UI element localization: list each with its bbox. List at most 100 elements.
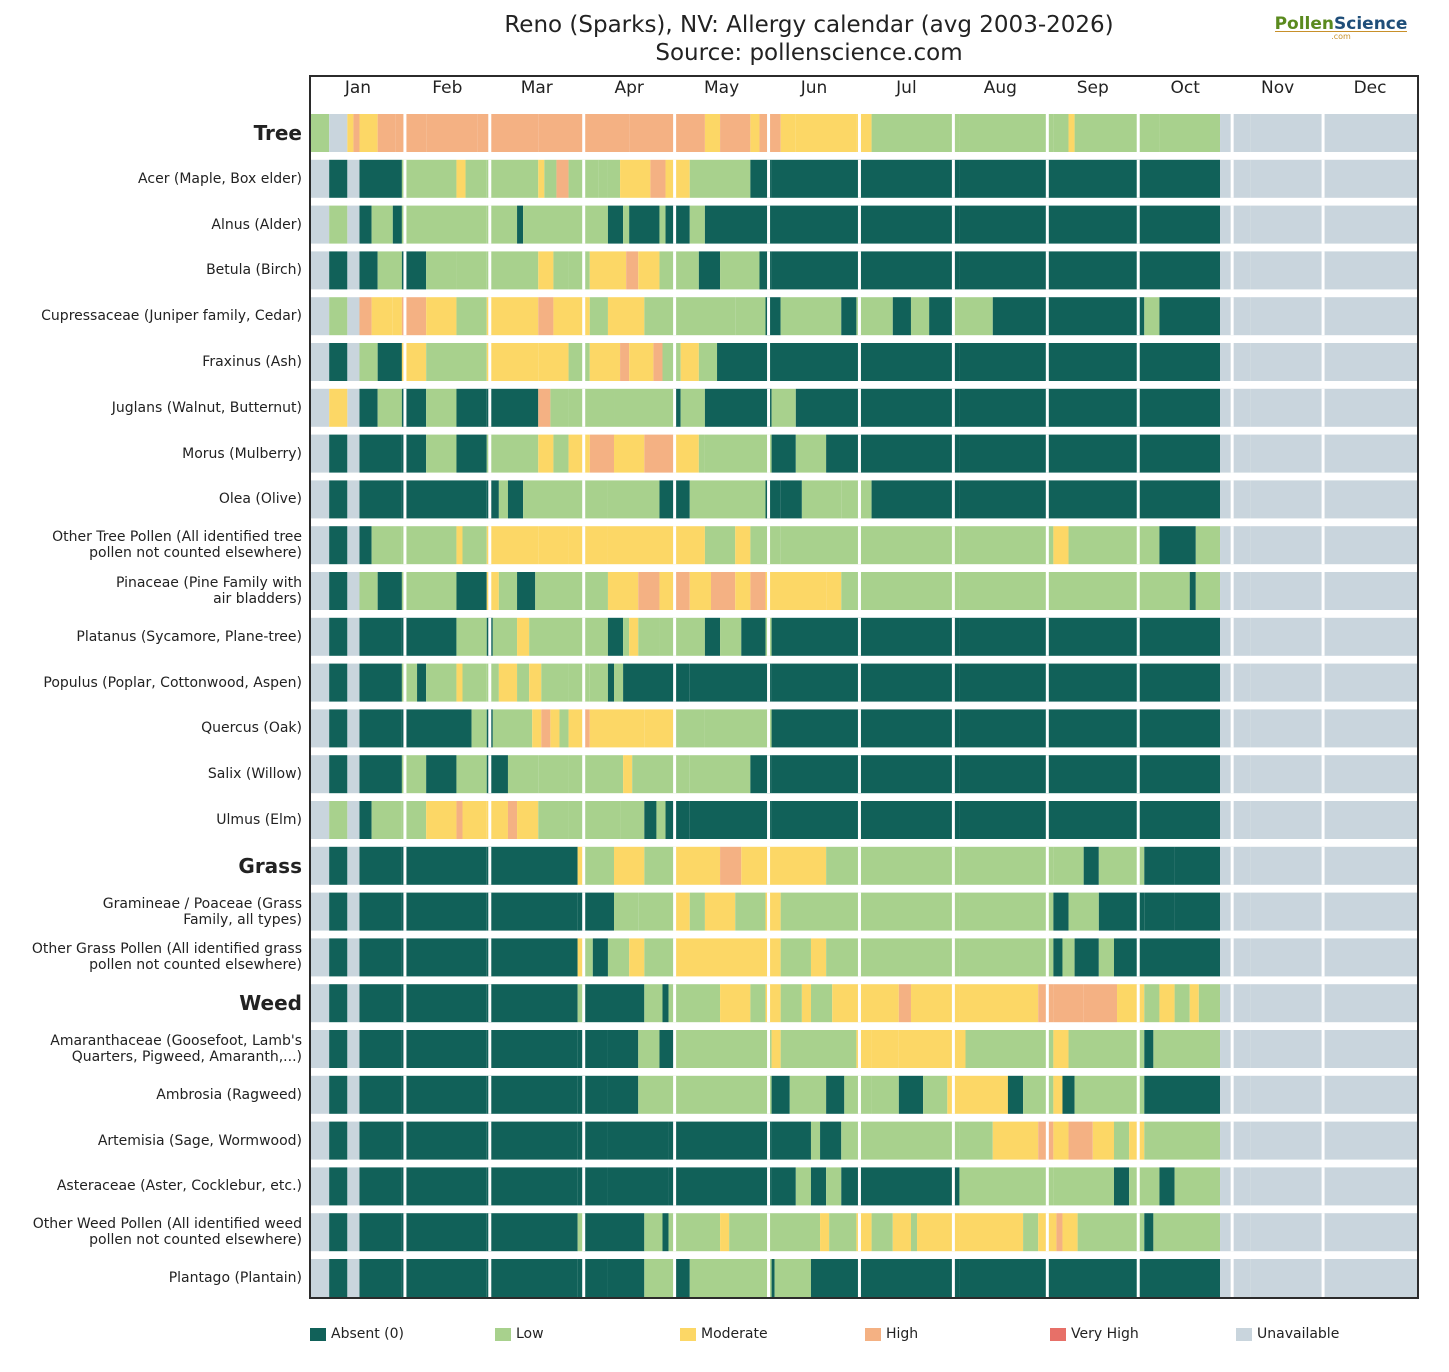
heat-cell (629, 205, 660, 244)
heat-cell (359, 159, 402, 198)
heat-cell (359, 1075, 402, 1114)
heat-row-19 (311, 984, 1417, 1023)
legend-label: Very High (1071, 1326, 1139, 1342)
row-label: Asteraceae (Aster, Cocklebur, etc.) (57, 1178, 302, 1194)
heat-cell (550, 388, 569, 427)
heat-cell (771, 388, 796, 427)
month-separator (673, 114, 677, 152)
heat-cell (523, 480, 608, 519)
month-separator (767, 801, 771, 839)
heat-cell (959, 1167, 1054, 1206)
heat-cell (1220, 159, 1251, 198)
month-separator (1321, 663, 1325, 702)
month-separator (1136, 388, 1140, 427)
heat-cell (929, 297, 954, 336)
logo-domain: .com (1275, 31, 1407, 41)
heat-cell (841, 572, 960, 610)
heat-cell (311, 251, 330, 290)
heat-cell (347, 1075, 360, 1114)
legend-item: Absent (0) (310, 1326, 404, 1342)
month-separator (582, 1167, 586, 1206)
month-separator (857, 434, 861, 473)
heat-cell (311, 159, 330, 198)
heat-cell (674, 892, 690, 931)
heat-cell (541, 663, 569, 702)
heat-cell (538, 297, 554, 336)
heat-cell (371, 526, 402, 565)
heat-cell (486, 205, 518, 244)
month-separator (1230, 205, 1234, 244)
heat-cell (538, 526, 569, 565)
heat-cell (780, 984, 802, 1023)
heat-cell (704, 434, 772, 473)
heat-cell (1144, 1213, 1154, 1252)
heat-cell (583, 709, 590, 748)
heat-cell (329, 572, 348, 610)
month-separator (1136, 1167, 1140, 1206)
heat-cell (750, 984, 766, 1023)
month-separator (403, 343, 407, 381)
month-separator (1136, 297, 1140, 336)
heat-cell (771, 1259, 775, 1297)
heat-cell (959, 1121, 993, 1160)
heat-cell (1098, 892, 1145, 931)
month-separator (673, 709, 677, 748)
month-separator (1230, 801, 1234, 839)
month-separator (857, 1167, 861, 1206)
heat-cell (607, 526, 705, 565)
month-separator (1045, 1030, 1049, 1068)
heat-cell (1074, 938, 1099, 977)
heat-cell (704, 709, 772, 748)
legend-item: Unavailable (1236, 1326, 1339, 1342)
heat-cell (662, 1213, 669, 1252)
heat-cell (1250, 343, 1417, 381)
heat-cell (1220, 297, 1251, 336)
month-separator (1136, 251, 1140, 290)
month-separator (857, 801, 861, 839)
month-separator (857, 892, 861, 931)
month-separator (857, 205, 861, 244)
heat-cell (311, 1121, 330, 1160)
month-separator (673, 251, 677, 290)
heat-cell (871, 1213, 893, 1252)
heat-cell (698, 343, 718, 381)
month-separator (857, 297, 861, 336)
heat-cell (1074, 114, 1160, 152)
heat-cell (347, 434, 360, 473)
heat-cell (589, 297, 608, 336)
heat-cell (359, 480, 402, 519)
month-separator (767, 159, 771, 198)
heat-cell (638, 1075, 772, 1114)
heat-cell (486, 251, 539, 290)
month-separator (488, 114, 492, 152)
heat-cell (1053, 114, 1069, 152)
heat-cell (401, 205, 487, 244)
month-separator (767, 1259, 771, 1297)
heat-cell (538, 755, 569, 794)
heat-cell (717, 343, 960, 381)
heat-cell (959, 801, 1221, 839)
month-separator (1045, 709, 1049, 748)
heat-cell (347, 846, 360, 885)
heat-cell (644, 297, 675, 336)
heat-cell (329, 709, 348, 748)
month-separator (951, 114, 955, 152)
heat-cell (632, 755, 690, 794)
month-separator (582, 1121, 586, 1160)
heat-cell (1250, 617, 1417, 656)
heat-cell (668, 1167, 772, 1206)
heat-cell (614, 663, 624, 702)
heat-cell (426, 297, 457, 336)
month-separator (403, 709, 407, 748)
heat-cell (735, 892, 766, 931)
month-separator (403, 251, 407, 290)
heat-cell (959, 1259, 1221, 1297)
heat-cell (371, 801, 402, 839)
month-separator (951, 892, 955, 931)
row-label-line: pollen not counted elsewhere) (89, 1232, 302, 1249)
heat-row-3 (311, 251, 1417, 290)
month-separator (1230, 434, 1234, 473)
month-separator (673, 617, 677, 656)
heat-cell (826, 846, 960, 885)
heat-cell (311, 1075, 330, 1114)
